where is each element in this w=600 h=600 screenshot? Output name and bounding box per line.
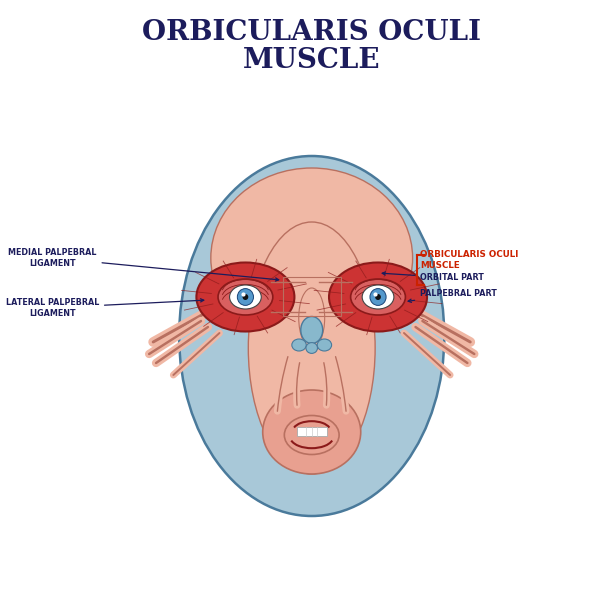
Ellipse shape [211,168,413,348]
FancyArrowPatch shape [324,363,327,405]
Ellipse shape [329,263,427,331]
Ellipse shape [362,285,394,309]
Ellipse shape [306,343,317,353]
FancyArrowPatch shape [335,356,346,411]
Text: MUSCLE: MUSCLE [243,46,380,73]
Ellipse shape [263,390,361,474]
Text: ORBITAL PART: ORBITAL PART [382,272,484,282]
FancyArrowPatch shape [335,356,346,411]
Ellipse shape [299,288,325,348]
FancyArrowPatch shape [324,363,327,405]
Ellipse shape [196,263,295,331]
FancyArrowPatch shape [277,356,288,411]
Ellipse shape [218,279,273,315]
Text: LATERAL PALPEBRAL
LIGAMENT: LATERAL PALPEBRAL LIGAMENT [5,298,204,317]
Text: PALPEBRAL PART: PALPEBRAL PART [408,289,497,302]
Text: MEDIAL PALPEBRAL
LIGAMENT: MEDIAL PALPEBRAL LIGAMENT [8,248,279,281]
Ellipse shape [230,285,261,309]
Ellipse shape [292,339,306,351]
Ellipse shape [301,317,323,343]
Text: ORBICULARIS OCULI: ORBICULARIS OCULI [142,19,481,46]
Bar [297,427,327,436]
FancyArrowPatch shape [296,363,299,405]
Ellipse shape [242,294,248,300]
Ellipse shape [284,415,339,455]
Ellipse shape [370,289,386,305]
Ellipse shape [248,222,375,474]
Ellipse shape [179,156,445,516]
Ellipse shape [317,339,332,351]
FancyArrowPatch shape [277,356,288,411]
Text: ORBICULARIS OCULI
MUSCLE: ORBICULARIS OCULI MUSCLE [420,250,518,269]
Ellipse shape [238,289,253,305]
Bar [283,277,341,316]
Ellipse shape [350,279,406,315]
Ellipse shape [375,294,381,300]
FancyArrowPatch shape [296,363,299,405]
